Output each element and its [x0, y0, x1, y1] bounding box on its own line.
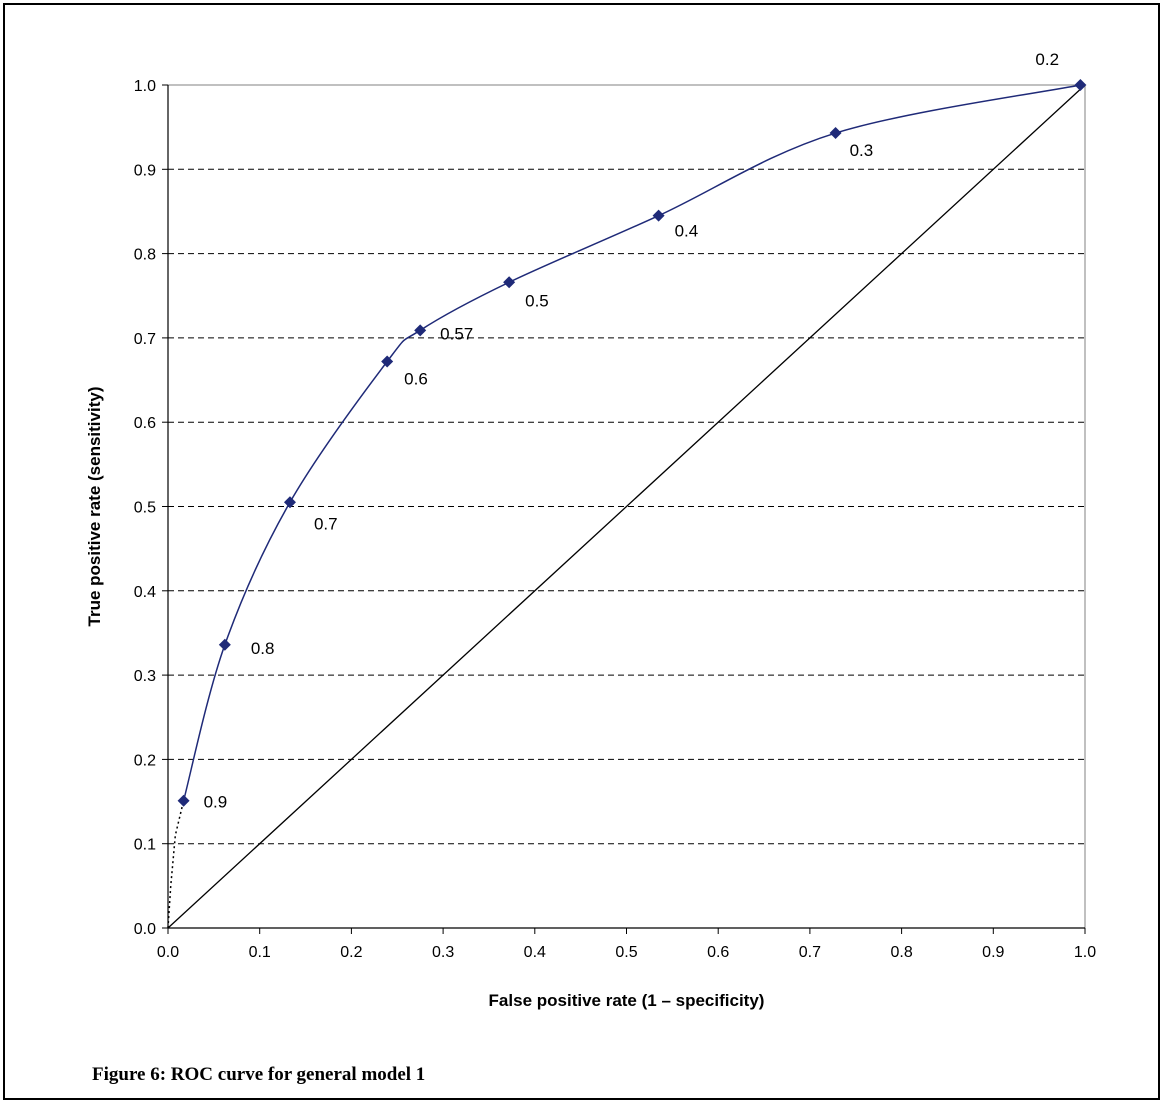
- threshold-label: 0.57: [440, 324, 473, 343]
- roc-markers: [177, 79, 1087, 807]
- y-tick-label: 0.1: [134, 837, 156, 854]
- y-tick-label: 0.9: [134, 162, 156, 179]
- y-tick-label: 0.3: [134, 668, 156, 685]
- x-tick-label: 0.8: [890, 944, 912, 961]
- y-axis-title: True positive rate (sensitivity): [85, 387, 104, 627]
- y-tick-label: 0.8: [134, 247, 156, 264]
- threshold-label: 0.4: [675, 222, 699, 241]
- diamond-marker: [414, 324, 427, 337]
- figure-caption: Figure 6: ROC curve for general model 1: [92, 1064, 426, 1085]
- diamond-marker: [381, 355, 394, 368]
- x-tick-label: 0.4: [524, 944, 546, 961]
- diamond-marker: [1074, 79, 1087, 91]
- threshold-label: 0.2: [1035, 50, 1059, 69]
- threshold-label: 0.8: [251, 639, 275, 658]
- y-tick-label: 1.0: [134, 78, 156, 95]
- y-tick-label: 0.2: [134, 752, 156, 769]
- roc-curve: [167, 84, 1081, 929]
- x-tick-label: 1.0: [1074, 944, 1096, 961]
- threshold-label: 0.9: [204, 793, 228, 812]
- y-tick-label: 0.5: [134, 500, 156, 517]
- diamond-marker: [283, 496, 296, 509]
- x-tick-label: 0.5: [615, 944, 637, 961]
- threshold-label: 0.5: [525, 291, 549, 310]
- x-tick-label: 0.6: [707, 944, 729, 961]
- diamond-marker: [218, 638, 231, 651]
- y-tick-label: 0.6: [134, 415, 156, 432]
- threshold-label: 0.3: [850, 141, 874, 160]
- figure-frame: [3, 3, 1160, 1100]
- diagonal-reference: [167, 84, 1086, 929]
- x-tick-label: 0.0: [157, 944, 179, 961]
- diagonal-line: [167, 84, 1086, 929]
- dotted-extrapolation: [167, 800, 185, 929]
- gridlines: [168, 168, 1085, 845]
- x-tick-label: 0.7: [799, 944, 821, 961]
- y-tick-label: 0.4: [134, 584, 156, 601]
- diamond-marker: [503, 276, 516, 289]
- y-tick-labels: 0.0 0.1 0.2 0.3 0.4 0.5 0.6 0.7 0.8 0.9 1.0: [134, 78, 168, 938]
- x-tick-label: 0.2: [340, 944, 362, 961]
- roc-chart: 0.90.80.70.60.570.50.40.30.2 0.0 0.1 0.2 0.…: [85, 50, 1096, 1010]
- y-tick-label: 0.0: [134, 921, 156, 938]
- diamond-marker: [829, 127, 842, 140]
- x-tick-labels: 0.0 0.1 0.2 0.3 0.4 0.5 0.6 0.7 0.8 0.9 1.0: [157, 928, 1096, 961]
- diamond-marker: [177, 794, 190, 807]
- threshold-label: 0.7: [314, 514, 338, 533]
- x-tick-label: 0.9: [982, 944, 1004, 961]
- threshold-label: 0.6: [404, 370, 428, 389]
- x-tick-label: 0.3: [432, 944, 454, 961]
- threshold-labels: 0.9 0.8 0.7 0.6 0.57 0.5 0.4 0.3 0.2: [204, 50, 1059, 812]
- diamond-marker: [652, 209, 665, 222]
- roc-curve-line: [182, 84, 1081, 801]
- x-axis-title: False positive rate (1 – specificity): [489, 991, 765, 1010]
- y-tick-label: 0.7: [134, 331, 156, 348]
- x-tick-label: 0.1: [249, 944, 271, 961]
